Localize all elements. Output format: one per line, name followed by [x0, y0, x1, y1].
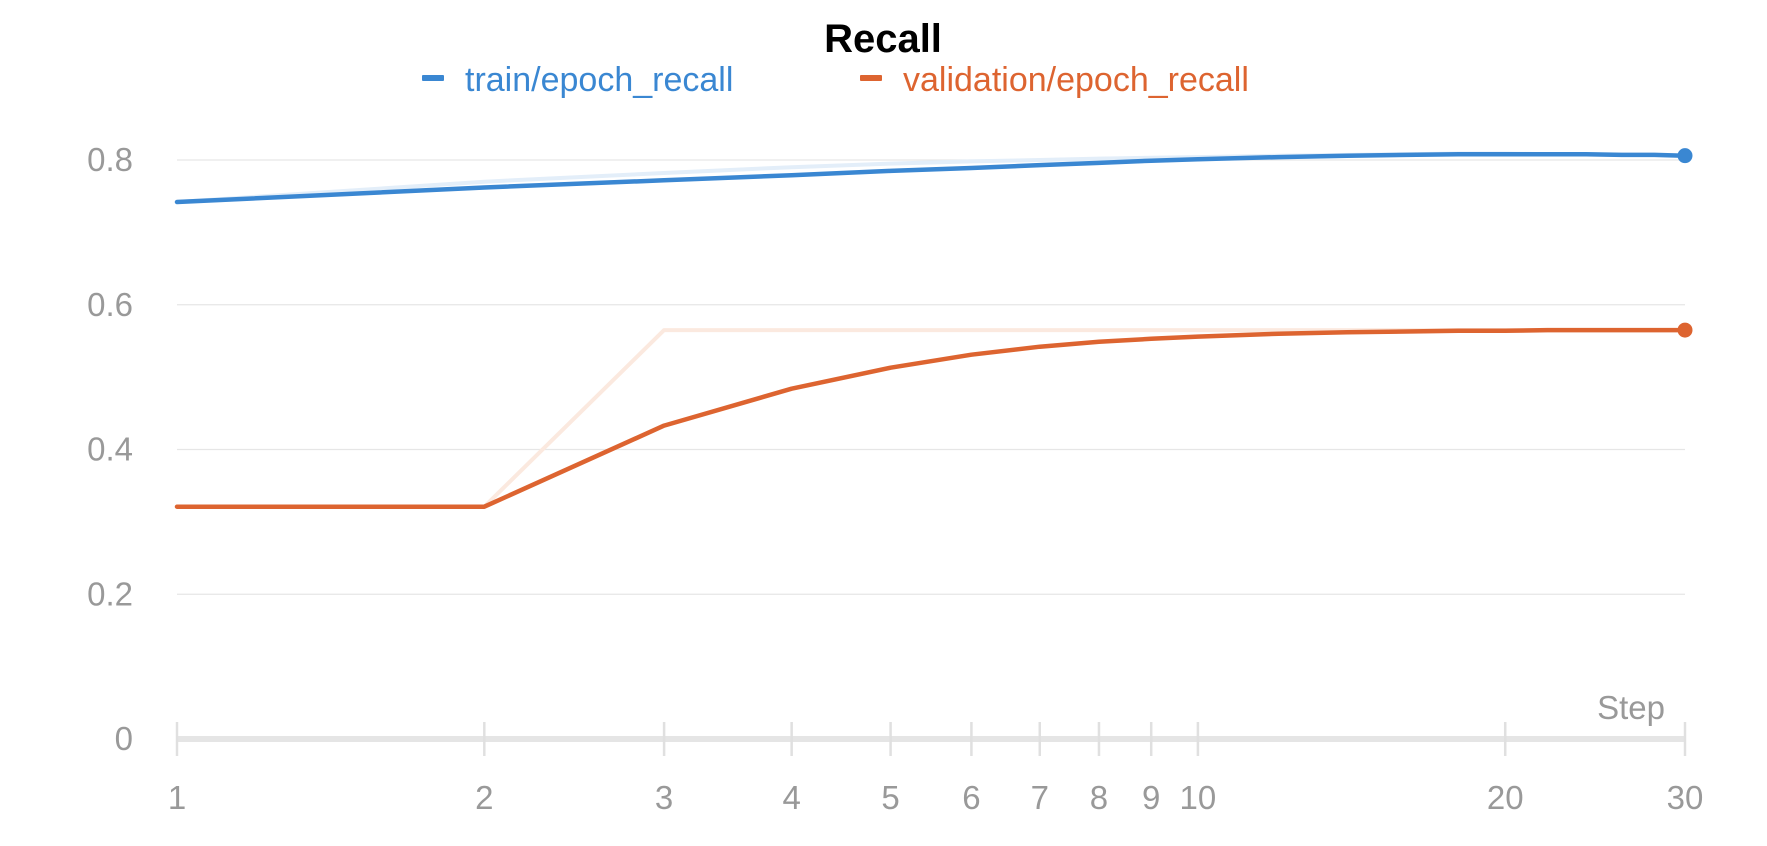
x-tick-label: 5 — [881, 779, 899, 816]
x-tick-label: 30 — [1667, 779, 1704, 816]
x-tick-label: 9 — [1142, 779, 1160, 816]
y-axis-ticks: 0 0.2 0.4 0.6 0.8 — [87, 141, 133, 757]
y-tick-label: 0.4 — [87, 431, 133, 468]
y-tick-label: 0 — [115, 720, 133, 757]
x-tick-label: 20 — [1487, 779, 1524, 816]
legend-label-validation: validation/epoch_recall — [903, 61, 1249, 99]
x-tick-label: 4 — [782, 779, 800, 816]
legend-item-validation[interactable]: validation/epoch_recall — [860, 61, 1249, 99]
y-tick-label: 0.8 — [87, 141, 133, 178]
legend-swatch-validation — [860, 75, 882, 81]
series-raw-line-train — [176, 151, 1686, 204]
legend-label-train: train/epoch_recall — [465, 61, 733, 99]
legend: train/epoch_recall validation/epoch_reca… — [422, 61, 1249, 99]
x-tick-label: 7 — [1031, 779, 1049, 816]
series-endpoint-validation[interactable] — [1677, 322, 1693, 338]
x-axis-title: Step — [1597, 689, 1665, 726]
series-line-validation[interactable] — [174, 327, 1688, 509]
series-line-train[interactable] — [174, 151, 1688, 205]
gridlines — [177, 159, 1685, 595]
x-tick-label: 1 — [168, 779, 186, 816]
series-layer — [174, 148, 1693, 509]
x-axis-ticks: 1 2 3 4 5 6 7 8 9 10 20 30 — [168, 722, 1704, 816]
x-tick-label: 10 — [1180, 779, 1217, 816]
x-tick-label: 8 — [1090, 779, 1108, 816]
y-tick-label: 0.2 — [87, 575, 133, 612]
legend-swatch-train — [422, 75, 444, 81]
x-tick-label: 2 — [475, 779, 493, 816]
legend-item-train[interactable]: train/epoch_recall — [422, 61, 733, 99]
chart-title: Recall — [824, 17, 942, 61]
x-tick-label: 3 — [655, 779, 673, 816]
x-tick-label: 6 — [962, 779, 980, 816]
series-raw-line-validation — [177, 328, 1685, 509]
series-endpoint-train[interactable] — [1677, 148, 1693, 164]
y-tick-label: 0.6 — [87, 286, 133, 323]
